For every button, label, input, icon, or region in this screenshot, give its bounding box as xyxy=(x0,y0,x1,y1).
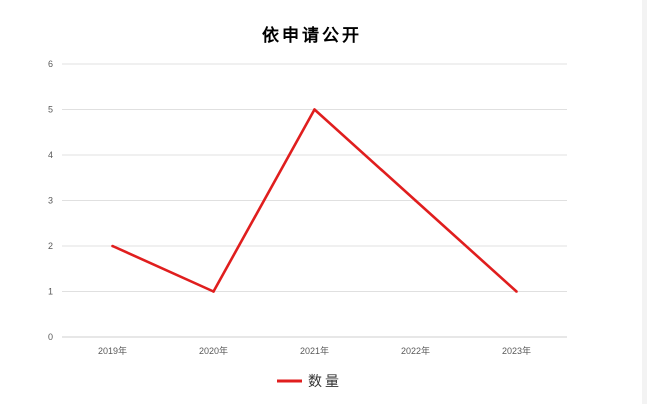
y-tick-label: 1 xyxy=(48,287,53,297)
y-tick-label: 4 xyxy=(48,150,53,160)
x-tick-label: 2019年 xyxy=(98,345,127,356)
legend: 数量 xyxy=(277,374,342,390)
data-point xyxy=(313,108,316,111)
data-point xyxy=(111,244,114,248)
chart-title: 依申请公开 xyxy=(262,25,362,46)
data-point xyxy=(515,290,518,293)
x-tick-label: 2020年 xyxy=(199,345,228,356)
x-tick-label: 2021年 xyxy=(300,345,329,356)
y-tick-label: 6 xyxy=(48,59,53,69)
y-tick-label: 5 xyxy=(48,105,53,115)
x-tick-label: 2023年 xyxy=(502,345,531,356)
window-edge xyxy=(642,0,647,404)
y-tick-label: 0 xyxy=(48,332,53,342)
x-tick-label: 2022年 xyxy=(401,345,430,356)
legend-label: 数量 xyxy=(308,374,342,390)
data-point xyxy=(414,199,417,202)
y-tick-label: 2 xyxy=(48,241,53,251)
y-tick-label: 3 xyxy=(48,196,53,206)
data-point xyxy=(212,290,215,293)
